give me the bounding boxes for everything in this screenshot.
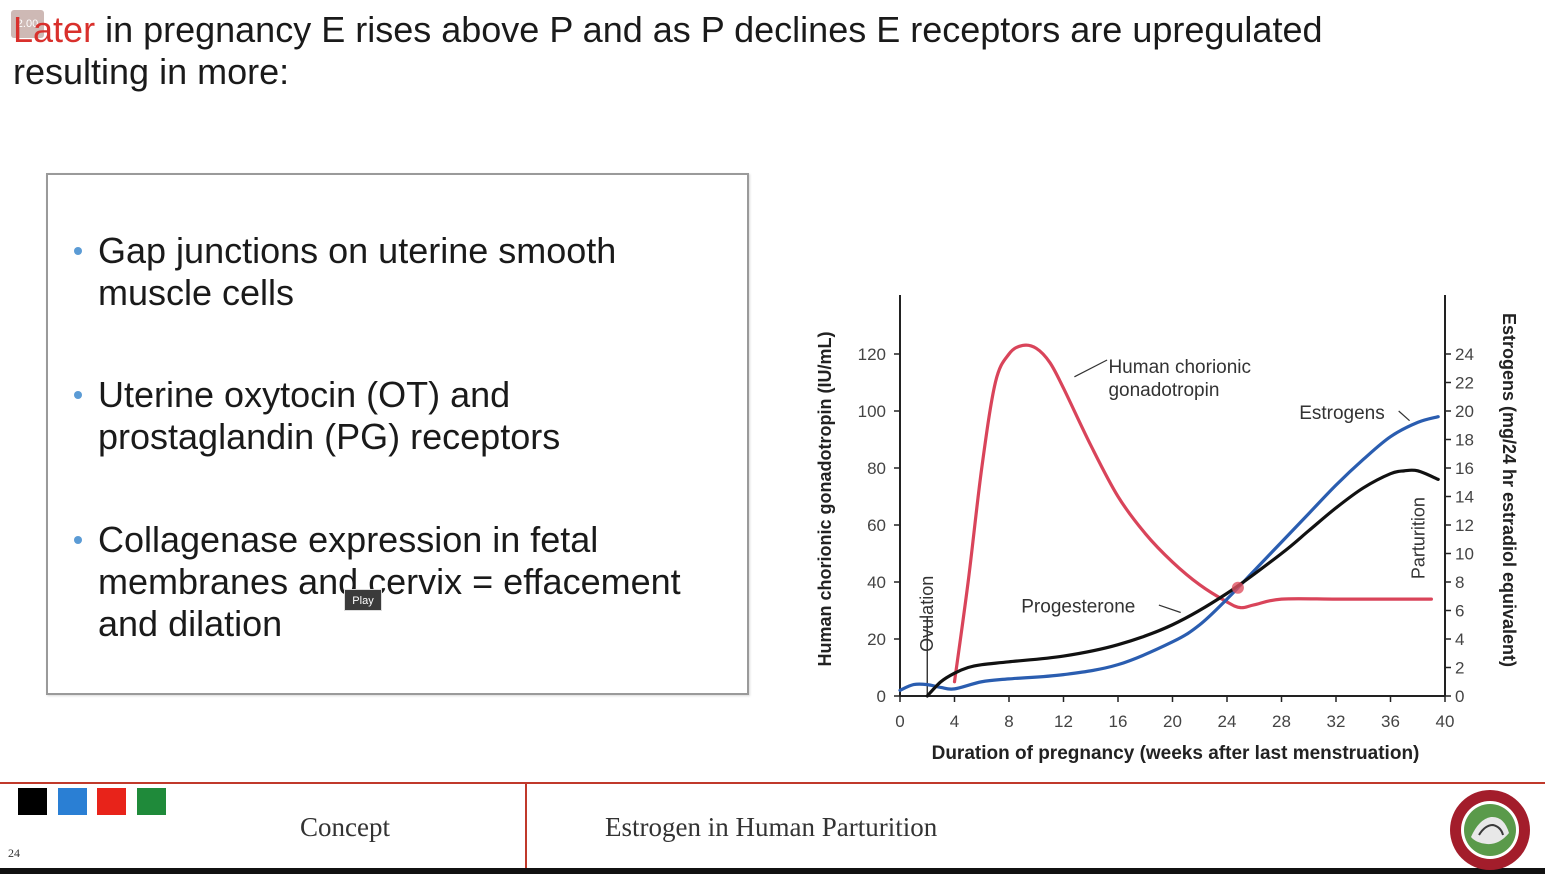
bullet-item: Uterine oxytocin (OT) and prostaglandin …	[74, 374, 734, 458]
right-y-tick-label: 6	[1455, 602, 1464, 621]
footer-slide-title: Estrogen in Human Parturition	[605, 812, 938, 842]
slide-heading: Later in pregnancy E rises above P and a…	[13, 9, 1513, 93]
university-seal-logo	[1450, 790, 1530, 870]
right-y-tick-label: 10	[1455, 545, 1474, 564]
right-y-tick-label: 12	[1455, 516, 1474, 535]
bullet-dot-icon	[74, 391, 82, 399]
right-y-axis-label: Estrogens (mg/24 hr estradiol equivalent…	[1499, 313, 1519, 667]
bullet-line: Gap junctions on uterine smooth	[98, 230, 617, 271]
left-y-tick-label: 60	[867, 516, 886, 535]
x-tick-label: 36	[1381, 712, 1400, 731]
hcg-leader-line	[1074, 359, 1108, 378]
footer-vertical-divider	[525, 784, 527, 868]
left-y-tick-label: 40	[867, 573, 886, 592]
progesterone-series-line	[925, 468, 1440, 698]
color-swatch	[58, 788, 87, 815]
x-tick-label: 4	[950, 712, 959, 731]
x-tick-label: 16	[1109, 712, 1128, 731]
right-y-tick-label: 2	[1455, 659, 1464, 678]
bullet-line: prostaglandin (PG) receptors	[98, 416, 561, 457]
hcg-label-line2: gonadotropin	[1108, 380, 1219, 401]
crossover-marker	[1231, 581, 1244, 594]
play-tooltip[interactable]: Play	[344, 589, 382, 611]
estrogens-label: Estrogens	[1299, 403, 1385, 424]
x-tick-label: 20	[1163, 712, 1182, 731]
right-y-tick-label: 8	[1455, 573, 1464, 592]
parturition-label: Parturition	[1409, 497, 1429, 579]
color-swatch	[97, 788, 126, 815]
bullet-box: Gap junctions on uterine smooth muscle c…	[46, 173, 749, 695]
heading-line2: resulting in more:	[13, 51, 290, 92]
right-y-tick-label: 22	[1455, 374, 1474, 393]
x-axis-label: Duration of pregnancy (weeks after last …	[932, 743, 1420, 764]
estrogens-series-line	[898, 415, 1440, 692]
x-tick-label: 32	[1327, 712, 1346, 731]
x-tick-label: 8	[1004, 712, 1013, 731]
color-swatch	[137, 788, 166, 815]
progesterone-leader-line	[1158, 604, 1181, 614]
right-y-tick-label: 0	[1455, 687, 1464, 706]
color-swatch	[18, 788, 47, 815]
right-y-tick-label: 14	[1455, 488, 1474, 507]
playback-speed-badge[interactable]: 2.00	[11, 10, 44, 38]
heading-accent-word: Later	[13, 9, 96, 50]
footer-divider	[0, 782, 1545, 784]
hormone-chart: 0 4 8 12 16 20 24 28 32 36 40020406080100120024681…	[815, 295, 1519, 764]
progesterone-label: Progesterone	[1021, 596, 1135, 617]
bullet-line: muscle cells	[98, 272, 295, 313]
x-tick-label: 24	[1218, 712, 1237, 731]
right-y-tick-label: 24	[1455, 345, 1474, 364]
bullet-item: Collagenase expression in fetal membrane…	[74, 519, 734, 645]
x-tick-label: 12	[1054, 712, 1073, 731]
bullet-dot-icon	[74, 247, 82, 255]
hcg-series-line	[952, 343, 1433, 684]
bullet-line: Collagenase expression in fetal	[98, 519, 599, 560]
left-y-tick-label: 100	[858, 402, 886, 421]
left-y-tick-label: 20	[867, 630, 886, 649]
x-tick-label: 28	[1272, 712, 1291, 731]
page-number: 24	[8, 846, 20, 860]
ovulation-label: Ovulation	[917, 576, 937, 652]
bullet-line: Uterine oxytocin (OT) and	[98, 374, 511, 415]
bullet-dot-icon	[74, 536, 82, 544]
x-tick-label: 0	[895, 712, 904, 731]
hcg-label: Human chorionic	[1108, 357, 1251, 378]
bullet-line: and dilation	[98, 603, 283, 644]
footer-concept-label: Concept	[300, 812, 390, 842]
right-y-tick-label: 18	[1455, 431, 1474, 450]
bullet-line: membranes and cervix = effacement	[98, 561, 681, 602]
footer-bottom-bar	[0, 868, 1545, 874]
right-y-tick-label: 20	[1455, 402, 1474, 421]
left-y-tick-label: 0	[877, 687, 886, 706]
right-y-tick-label: 4	[1455, 630, 1464, 649]
estrogens-leader-line	[1398, 410, 1410, 422]
x-tick-label: 40	[1436, 712, 1455, 731]
heading-line1-rest: in pregnancy E rises above P and as P de…	[95, 9, 1323, 50]
left-y-axis-label: Human chorionic gonadotropin (IU/mL)	[815, 332, 835, 667]
left-y-tick-label: 120	[858, 345, 886, 364]
right-y-tick-label: 16	[1455, 459, 1474, 478]
left-y-tick-label: 80	[867, 459, 886, 478]
bullet-item: Gap junctions on uterine smooth muscle c…	[74, 230, 734, 314]
